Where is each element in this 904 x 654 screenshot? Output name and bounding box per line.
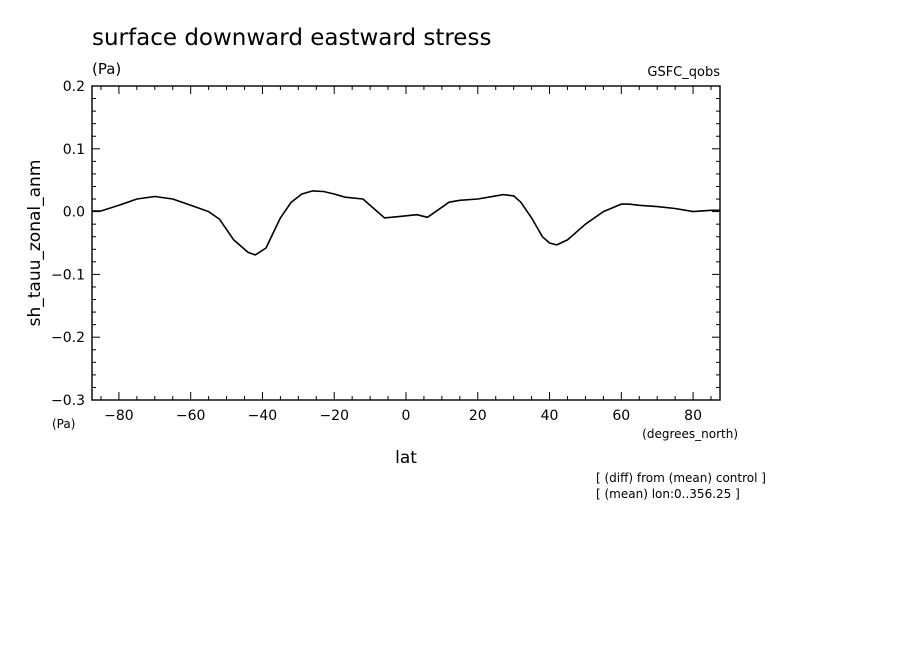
chart-title: surface downward eastward stress	[92, 25, 491, 51]
data-series-layer	[92, 190, 720, 256]
dataset-label: GSFC_qobs	[647, 65, 720, 80]
note-mean: [ (mean) lon:0..356.25 ]	[596, 487, 740, 501]
y-tick-label: 0.0	[63, 205, 85, 221]
y-tick-label: −0.1	[51, 267, 85, 283]
y-tick-label: 0.2	[63, 79, 85, 95]
y-axis-label: sh_tauu_zonal_anm	[25, 160, 45, 327]
x-tick-label: 0	[402, 408, 411, 424]
x-axis-units: (degrees_north)	[642, 427, 738, 441]
plot-frame	[91, 85, 721, 401]
x-tick-label: 80	[684, 408, 702, 424]
x-tick-label: 20	[469, 408, 487, 424]
series-line-gsfc-qobs	[92, 190, 720, 256]
x-axis-ticks: −80 −60 −40 −20 0 20 40 60 80	[100, 86, 712, 424]
y-axis-ticks: 0.2 0.1 0.0 −0.1 −0.2 −0.3	[51, 79, 720, 409]
y-axis-units: (Pa)	[52, 417, 75, 431]
y-tick-label: −0.2	[51, 330, 85, 346]
y-tick-label: −0.3	[51, 393, 85, 409]
x-tick-label: 60	[612, 408, 630, 424]
x-tick-label: −20	[319, 408, 349, 424]
y-tick-label: 0.1	[63, 142, 85, 158]
note-diff: [ (diff) from (mean) control ]	[596, 471, 766, 485]
x-tick-label: −80	[104, 408, 134, 424]
x-tick-label: −40	[248, 408, 278, 424]
x-tick-label: −60	[176, 408, 206, 424]
x-axis-label: lat	[395, 448, 417, 468]
x-tick-label: 40	[541, 408, 559, 424]
title-units: (Pa)	[92, 60, 121, 78]
